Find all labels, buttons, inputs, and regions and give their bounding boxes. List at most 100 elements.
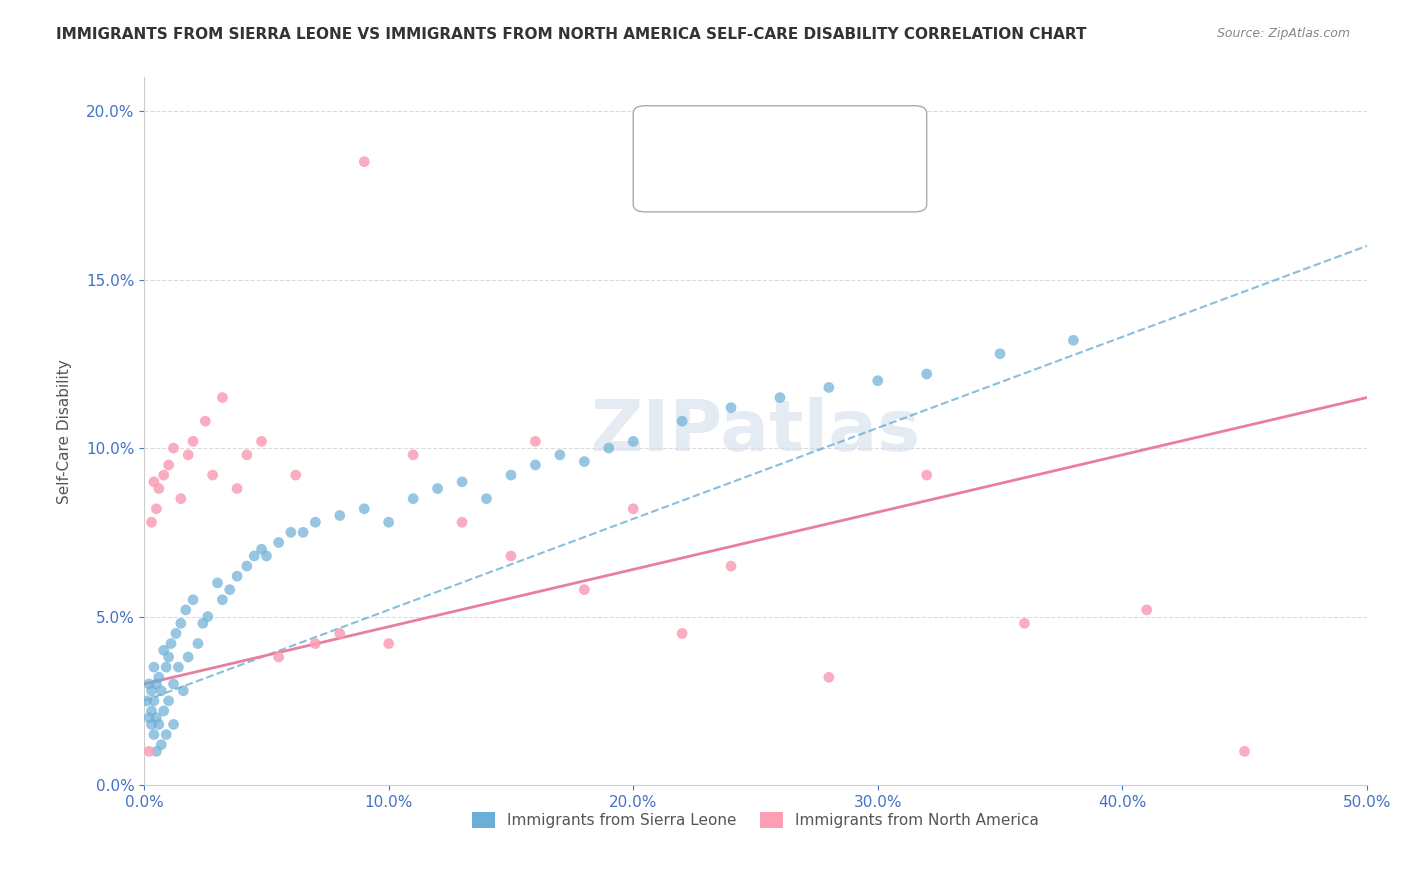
Point: [818, 380, 841, 394]
Point: [142, 727, 165, 741]
Point: [155, 727, 177, 741]
Point: [292, 525, 315, 540]
Point: [402, 448, 425, 462]
Point: [157, 694, 180, 708]
Point: [174, 603, 197, 617]
Point: [254, 549, 277, 563]
Point: [145, 501, 167, 516]
Point: [165, 626, 187, 640]
Point: [548, 448, 571, 462]
Point: [353, 501, 375, 516]
Point: [142, 694, 165, 708]
Point: [145, 677, 167, 691]
Point: [142, 660, 165, 674]
Point: [304, 515, 326, 529]
Point: [524, 434, 547, 449]
Point: [157, 650, 180, 665]
Point: [451, 515, 474, 529]
Point: [475, 491, 498, 506]
Point: [155, 660, 177, 674]
Point: [145, 744, 167, 758]
Point: [162, 717, 184, 731]
Point: [720, 559, 742, 574]
Point: [377, 636, 399, 650]
Point: [280, 525, 302, 540]
Point: [141, 683, 163, 698]
Point: [621, 501, 644, 516]
Point: [181, 434, 204, 449]
Y-axis label: Self-Care Disability: Self-Care Disability: [58, 359, 72, 504]
Point: [138, 711, 160, 725]
Point: [451, 475, 474, 489]
Point: [329, 508, 352, 523]
Point: [201, 468, 224, 483]
Point: [187, 636, 209, 650]
Point: [1233, 744, 1256, 758]
Point: [135, 694, 157, 708]
Point: [141, 717, 163, 731]
Point: [162, 441, 184, 455]
Point: [172, 683, 194, 698]
Point: [167, 660, 190, 674]
Point: [148, 670, 170, 684]
Point: [243, 549, 266, 563]
Point: [160, 636, 183, 650]
Point: [191, 616, 214, 631]
Point: [1136, 603, 1159, 617]
Point: [621, 434, 644, 449]
Point: [866, 374, 889, 388]
Point: [152, 704, 174, 718]
Point: [226, 482, 249, 496]
Point: [142, 475, 165, 489]
Point: [226, 569, 249, 583]
Point: [574, 582, 596, 597]
Point: [148, 482, 170, 496]
Point: [720, 401, 742, 415]
Point: [162, 677, 184, 691]
Point: [402, 491, 425, 506]
FancyBboxPatch shape: [633, 106, 927, 212]
Point: [267, 650, 290, 665]
Point: [574, 454, 596, 468]
Point: [152, 643, 174, 657]
Point: [250, 434, 273, 449]
Point: [138, 677, 160, 691]
Point: [181, 592, 204, 607]
Point: [304, 636, 326, 650]
Point: [1062, 333, 1084, 347]
Point: [236, 448, 259, 462]
Point: [211, 592, 233, 607]
Point: [141, 515, 163, 529]
Point: [150, 683, 173, 698]
Point: [353, 154, 375, 169]
Point: [267, 535, 290, 549]
Point: [377, 515, 399, 529]
Point: [170, 491, 193, 506]
Point: [671, 626, 693, 640]
Point: [329, 626, 352, 640]
Point: [148, 717, 170, 731]
Point: [236, 559, 259, 574]
Point: [138, 744, 160, 758]
Point: [218, 582, 240, 597]
Point: [915, 367, 938, 381]
Point: [1014, 616, 1036, 631]
Point: [915, 468, 938, 483]
Point: [988, 347, 1011, 361]
Point: [157, 458, 180, 472]
Text: Source: ZipAtlas.com: Source: ZipAtlas.com: [1216, 27, 1350, 40]
Point: [671, 414, 693, 428]
Point: [150, 738, 173, 752]
Point: [769, 391, 792, 405]
Point: [499, 468, 522, 483]
Point: [152, 468, 174, 483]
Point: [284, 468, 307, 483]
Point: [499, 549, 522, 563]
Point: [211, 391, 233, 405]
Point: [170, 616, 193, 631]
Point: [598, 441, 620, 455]
Point: [194, 414, 217, 428]
Point: [197, 609, 219, 624]
Text: ZIPatlas: ZIPatlas: [591, 397, 921, 466]
Point: [524, 458, 547, 472]
